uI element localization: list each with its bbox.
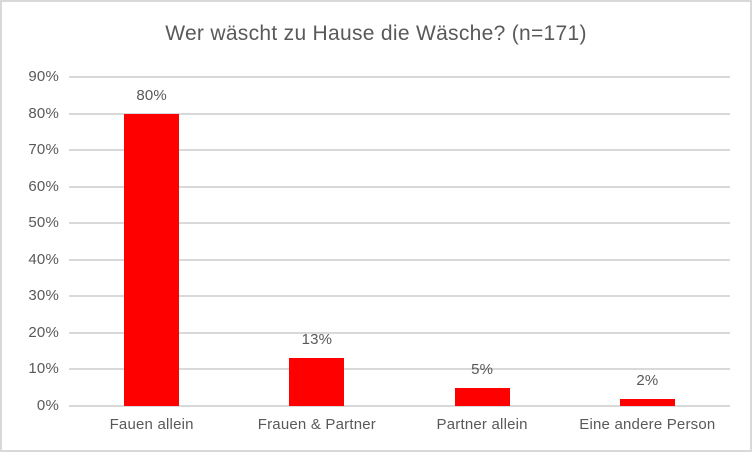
gridline [69,76,730,78]
bar-value-label: 13% [301,331,333,349]
gridline [69,112,730,115]
y-axis-tick-label: 40% [28,250,59,268]
y-axis-tick-label: 0% [36,397,59,414]
gridline [69,405,730,407]
y-axis-tick-label: 50% [28,214,59,232]
bar-value-label: 80% [136,86,167,104]
y-axis-tick-label: 70% [28,141,59,159]
gridline [69,149,730,152]
x-category-label: Eine andere Person [579,416,716,433]
y-axis-tick-label: 30% [28,287,59,305]
gridline [69,295,730,298]
bar-1 [124,113,180,406]
y-axis-tick-label: 10% [28,360,59,378]
plot-area: 0% 10% 20% 30% 40% 50% 60% 70% 80% 90% 80% Fauen al… [28,68,730,433]
bar-2 [289,358,345,406]
y-axis-tick-label: 20% [28,323,59,341]
gridline [69,368,730,371]
y-axis-tick-label: 60% [28,177,59,195]
chart-title: Wer wäscht zu Hause die Wäsche? (n=171) [165,22,587,45]
gridline [69,331,730,334]
x-category-label: Partner allein [436,416,528,433]
gridline [69,222,730,225]
y-axis-tick-label: 90% [28,68,59,85]
x-category-label: Fauen allein [109,416,194,433]
bar-value-label: 5% [471,360,494,378]
y-axis-tick-label: 80% [28,104,59,122]
gridline [69,185,730,188]
bar-value-label: 2% [636,371,659,389]
gridline [69,258,730,261]
x-category-label: Frauen & Partner [257,416,376,433]
bar-4 [619,398,675,406]
bar-3 [454,387,510,406]
